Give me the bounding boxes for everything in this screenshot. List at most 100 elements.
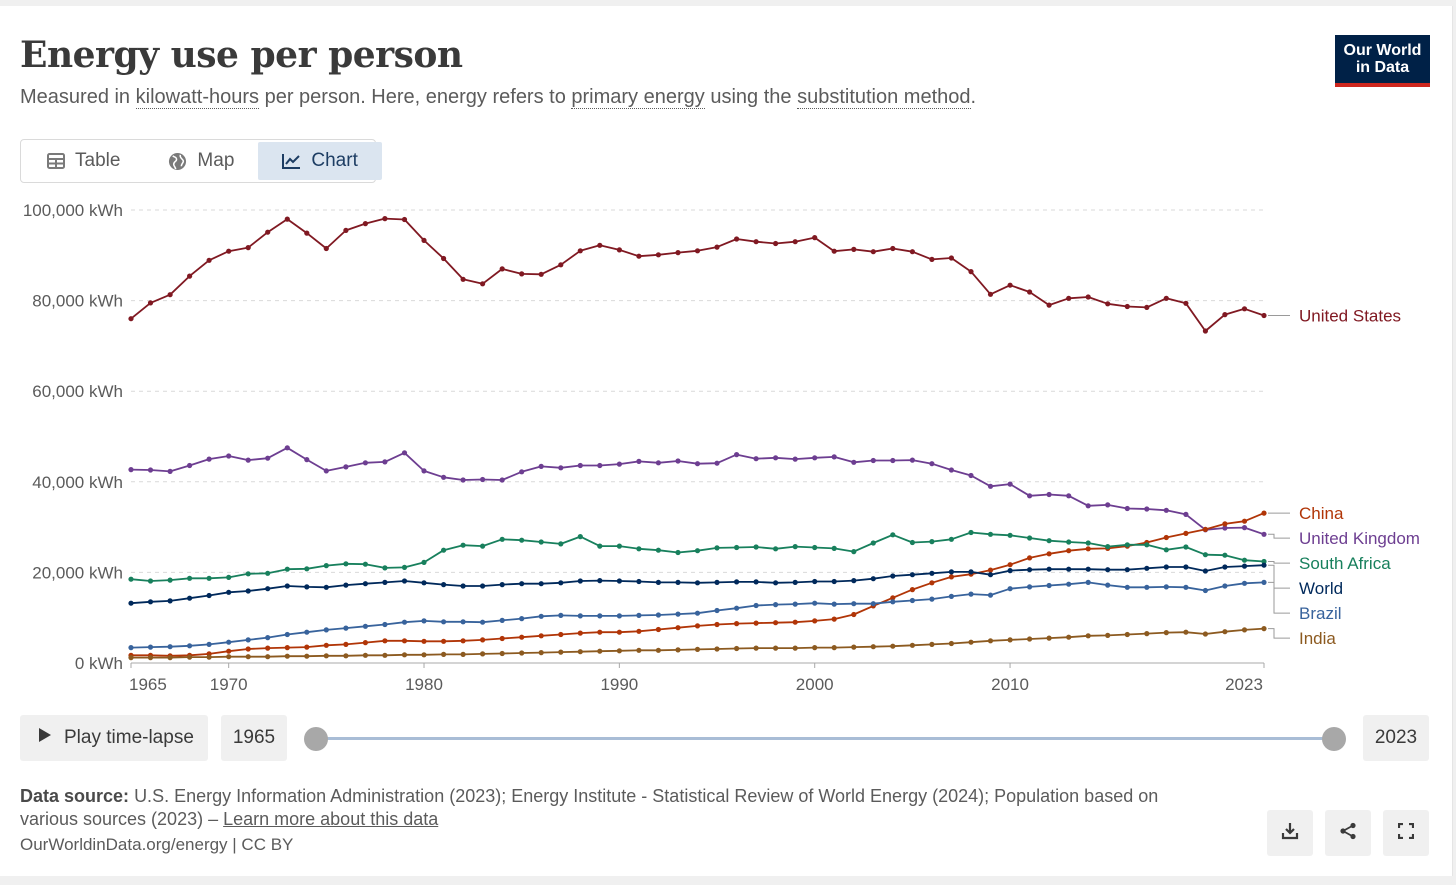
data-point xyxy=(1261,558,1267,565)
data-point xyxy=(987,567,994,573)
tab-chart[interactable]: Chart xyxy=(258,142,382,180)
subtitle-link-kilowatt-hours[interactable]: kilowatt-hours xyxy=(135,86,260,109)
data-point xyxy=(831,545,837,551)
data-point xyxy=(1085,540,1091,546)
data-point xyxy=(323,642,329,648)
data-point xyxy=(1222,525,1228,531)
data-point xyxy=(167,598,173,604)
timeline-start-handle[interactable] xyxy=(304,727,328,751)
data-point xyxy=(1046,302,1052,308)
data-point xyxy=(831,616,837,622)
data-point xyxy=(499,266,505,272)
data-point xyxy=(558,649,564,655)
series-india xyxy=(128,626,1267,661)
data-point xyxy=(909,572,916,578)
data-point xyxy=(1241,563,1248,569)
data-point xyxy=(655,252,662,258)
data-point xyxy=(1027,493,1033,499)
data-point xyxy=(460,583,466,589)
data-point xyxy=(167,468,173,474)
data-point xyxy=(187,595,193,601)
line-chart-icon xyxy=(282,153,301,169)
data-point xyxy=(284,583,290,589)
data-point xyxy=(1183,300,1189,306)
data-point xyxy=(1241,557,1248,563)
download-button[interactable] xyxy=(1267,810,1313,856)
data-point xyxy=(694,548,701,554)
data-point xyxy=(968,569,974,575)
data-point xyxy=(851,549,857,555)
data-point xyxy=(128,467,134,473)
data-point xyxy=(831,645,837,651)
data-point xyxy=(831,578,837,585)
data-point xyxy=(245,654,251,660)
share-button[interactable] xyxy=(1325,810,1371,856)
play-timelapse-button[interactable]: Play time-lapse xyxy=(20,715,208,761)
timeline-slider-track[interactable] xyxy=(316,737,1334,740)
data-point xyxy=(362,652,368,658)
data-point xyxy=(499,617,505,623)
data-point xyxy=(1085,579,1091,585)
subtitle-link-primary-energy[interactable]: primary energy xyxy=(571,86,705,109)
data-point xyxy=(753,620,759,626)
data-point xyxy=(226,574,232,580)
data-point xyxy=(1222,552,1228,558)
data-point xyxy=(851,611,857,618)
data-point xyxy=(597,578,603,584)
data-point xyxy=(245,571,251,577)
timeline-end-handle[interactable] xyxy=(1322,727,1346,751)
data-point xyxy=(147,599,154,605)
data-point xyxy=(734,621,740,627)
data-point xyxy=(1163,534,1169,541)
data-point xyxy=(304,584,310,590)
data-point xyxy=(577,578,583,584)
data-point xyxy=(714,621,720,628)
data-point xyxy=(460,542,466,548)
data-point xyxy=(616,461,623,467)
data-point xyxy=(1066,634,1072,640)
y-tick-label: 100,000 kWh xyxy=(23,201,123,220)
data-point xyxy=(1027,535,1033,541)
fullscreen-button[interactable] xyxy=(1383,810,1429,856)
data-point xyxy=(558,541,564,547)
legend-label-united-states: United States xyxy=(1299,307,1401,326)
data-point xyxy=(343,227,349,233)
series-line xyxy=(130,217,1265,332)
data-point xyxy=(929,539,935,545)
data-point xyxy=(441,651,447,657)
data-point xyxy=(597,613,603,619)
data-point xyxy=(929,580,935,586)
data-point xyxy=(206,592,212,599)
data-point xyxy=(987,291,994,297)
data-point xyxy=(519,616,525,622)
owid-logo[interactable]: Our World in Data xyxy=(1335,35,1430,87)
data-point xyxy=(1085,633,1091,639)
tab-map[interactable]: Map xyxy=(144,142,258,180)
data-point xyxy=(616,613,623,619)
y-tick-label: 0 kWh xyxy=(75,654,123,673)
data-point xyxy=(890,245,896,252)
data-point xyxy=(1085,566,1091,572)
data-point xyxy=(987,572,994,578)
end-year-box[interactable]: 2023 xyxy=(1363,715,1429,761)
tab-table[interactable]: Table xyxy=(23,142,144,180)
learn-more-link[interactable]: Learn more about this data xyxy=(223,809,439,829)
data-point xyxy=(460,619,466,625)
data-point xyxy=(1027,555,1033,561)
data-point xyxy=(1183,530,1189,536)
data-point xyxy=(128,316,134,322)
data-point xyxy=(284,566,290,572)
subtitle-link-substitution-method[interactable]: substitution method xyxy=(797,86,971,109)
data-point xyxy=(304,566,310,572)
data-point xyxy=(441,255,447,262)
data-point xyxy=(597,242,603,248)
x-tick-label: 2010 xyxy=(991,675,1029,694)
start-year-box[interactable]: 1965 xyxy=(221,715,287,761)
data-point xyxy=(851,578,857,584)
data-point xyxy=(245,646,251,652)
data-point xyxy=(734,236,740,242)
data-point xyxy=(1202,631,1208,637)
x-tick-label: 1965 xyxy=(129,675,167,694)
data-point xyxy=(616,648,623,654)
data-point xyxy=(323,468,329,474)
